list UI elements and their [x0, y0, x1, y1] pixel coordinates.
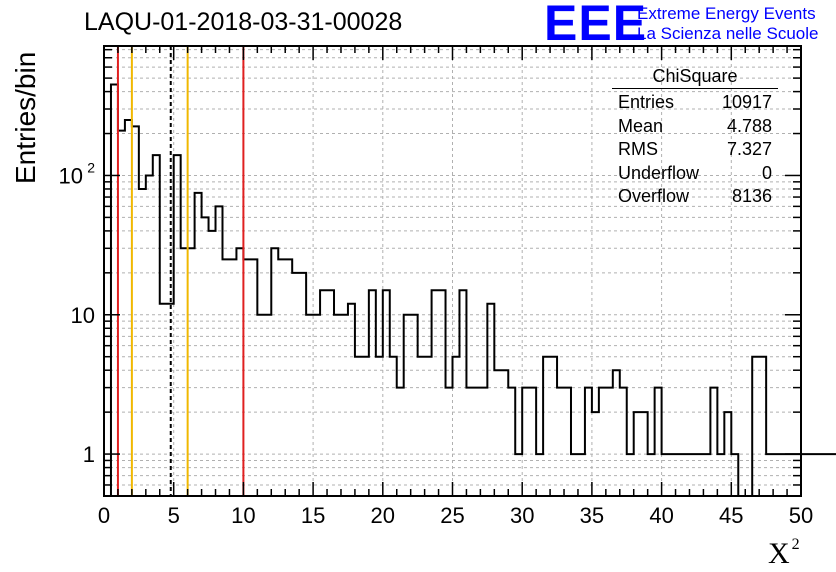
x-tick-label: 30 [510, 503, 534, 528]
x-axis-ticks: 0 5 10 15 20 25 30 35 40 45 50 [98, 46, 813, 528]
stats-value: 10917 [721, 92, 772, 112]
y-tick-label: 10 [59, 163, 83, 188]
stats-value: 4.788 [726, 115, 772, 136]
stats-row-overflow: Overflow 8136 [612, 185, 778, 209]
x-tick-label: 50 [789, 503, 813, 528]
x-tick-label: 20 [371, 503, 395, 528]
x-tick-label: 45 [719, 503, 743, 528]
y-tick-label: 10 [71, 303, 95, 328]
stats-value: 8136 [731, 186, 772, 206]
stats-row-rms: RMS 7.327 [612, 138, 778, 162]
eee-logo-mark: EEE [544, 0, 648, 51]
stats-value: 0 [761, 162, 772, 183]
x-tick-label: 5 [168, 503, 180, 528]
stats-label: Mean [618, 115, 664, 136]
eee-logo-line1: Extreme Energy Events [637, 4, 816, 23]
stats-label: Underflow [618, 162, 700, 183]
stats-label: Overflow [618, 186, 690, 206]
y-tick-label-exponent: 2 [87, 159, 95, 175]
x-axis-label-symbol: X [768, 537, 790, 570]
x-tick-label: 25 [440, 503, 464, 528]
chart-title: LAQU-01-2018-03-31-00028 [84, 8, 403, 36]
x-axis-label-superscript: 2 [791, 536, 800, 553]
stats-box: ChiSquare Entries 10917 Mean 4.788 RMS 7… [612, 66, 778, 209]
x-tick-label: 0 [98, 503, 110, 528]
stats-row-underflow: Underflow 0 [612, 162, 778, 186]
histogram-series [104, 83, 836, 497]
x-tick-label: 35 [580, 503, 604, 528]
y-axis-label: Entries/bin [10, 51, 41, 184]
stats-row-mean: Mean 4.788 [612, 115, 778, 139]
x-tick-label: 10 [231, 503, 255, 528]
histogram-outline [104, 83, 836, 497]
stats-label: Entries [618, 92, 675, 112]
x-tick-label: 15 [301, 503, 325, 528]
reference-lines [116, 46, 245, 496]
eee-logo-line2: La Scienza nelle Scuole [637, 24, 819, 43]
y-tick-label: 1 [83, 442, 95, 467]
eee-logo: EEE Extreme Energy Events La Scienza nel… [540, 0, 836, 51]
x-tick-label: 40 [649, 503, 673, 528]
stats-row-entries: Entries 10917 [612, 91, 778, 115]
stats-value: 7.327 [726, 139, 772, 159]
stats-label: RMS [618, 139, 658, 159]
stats-title: ChiSquare [612, 66, 778, 89]
